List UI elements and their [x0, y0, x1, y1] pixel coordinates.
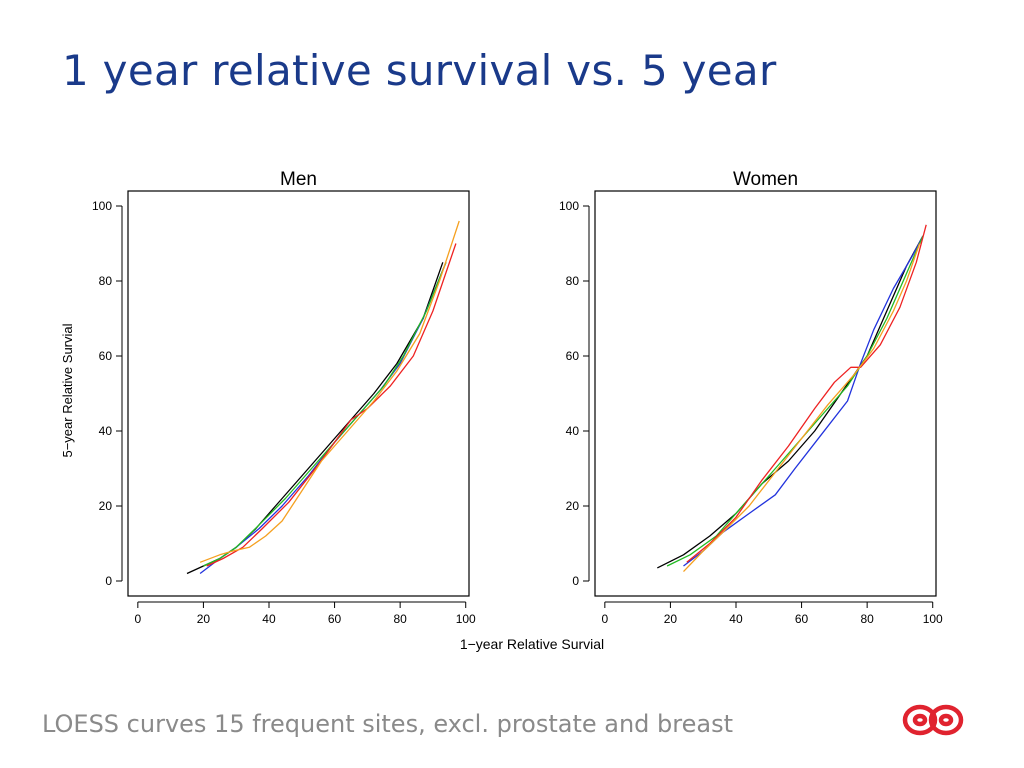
women-series-line-3	[666, 235, 924, 567]
men-y-tick-label: 80	[99, 274, 113, 288]
men-x-tick-label: 80	[393, 612, 407, 626]
men-panel-title: Men	[280, 169, 317, 190]
women-y-tick-label: 80	[566, 274, 580, 288]
men-series-line-4	[206, 243, 457, 567]
women-series-line-5	[683, 243, 921, 573]
women-y-tick-label: 0	[572, 574, 579, 588]
women-plot-frame	[594, 190, 937, 597]
men-y-tick-label: 0	[105, 574, 112, 588]
women-x-tick-label: 100	[923, 612, 943, 626]
men-series-line-2	[199, 262, 447, 575]
men-x-tick-label: 40	[262, 612, 276, 626]
women-y-tick-label: 100	[559, 199, 579, 213]
slide-title: 1 year relative survival vs. 5 year	[62, 46, 777, 95]
women-y-tick-label: 40	[566, 424, 580, 438]
men-plot-frame	[127, 190, 470, 597]
men-series-line-3	[203, 262, 447, 567]
men-series-line-1	[186, 262, 444, 575]
women-x-tick-label: 0	[601, 612, 608, 626]
men-x-tick-label: 0	[134, 612, 141, 626]
women-x-tick-label: 40	[729, 612, 743, 626]
women-series-line-2	[683, 235, 924, 567]
men-y-tick-label: 100	[92, 199, 112, 213]
y-axis-label: 5−year Relative Survial	[60, 323, 75, 457]
men-y-tick-label: 40	[99, 424, 113, 438]
double-ring-logo-icon	[902, 704, 964, 736]
men-x-tick-label: 20	[197, 612, 211, 626]
men-x-tick-label: 100	[456, 612, 476, 626]
women-series-line-4	[686, 224, 927, 563]
women-x-tick-label: 80	[860, 612, 874, 626]
x-axis-label: 1−year Relative Survial	[460, 636, 604, 652]
women-x-tick-label: 20	[664, 612, 678, 626]
men-x-tick-label: 60	[328, 612, 342, 626]
men-y-tick-label: 60	[99, 349, 113, 363]
men-y-tick-label: 20	[99, 499, 113, 513]
slide-footer: LOESS curves 15 frequent sites, excl. pr…	[42, 710, 734, 738]
women-series-line-1	[657, 235, 924, 569]
women-y-tick-label: 20	[566, 499, 580, 513]
women-panel-title: Women	[733, 169, 798, 190]
women-x-tick-label: 60	[795, 612, 809, 626]
women-y-tick-label: 60	[566, 349, 580, 363]
men-series-line-5	[199, 220, 460, 563]
